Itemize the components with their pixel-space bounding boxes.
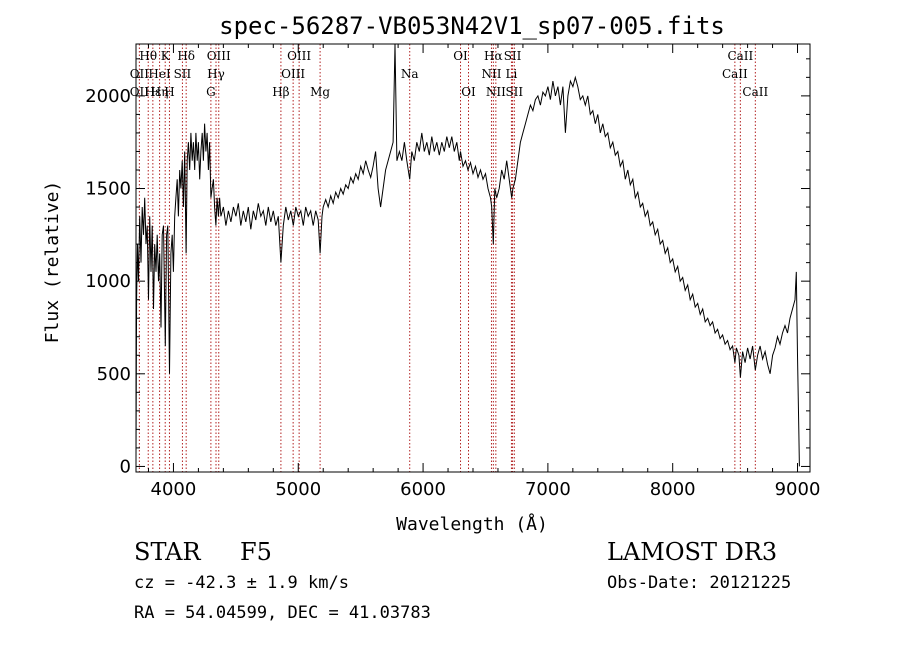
line-label: CaII [727, 49, 753, 63]
x-axis-label: Wavelength (Å) [396, 513, 548, 535]
line-label: OIII [207, 49, 231, 63]
line-label: CaII [742, 85, 768, 99]
line-label: OII [130, 67, 150, 81]
line-label: H [164, 85, 174, 99]
line-label: OI [461, 85, 476, 99]
line-label: Na [401, 67, 419, 81]
line-label: Hα [484, 49, 503, 63]
survey-name: LAMOST DR3 [607, 538, 778, 566]
obs-date: Obs-Date: 20121225 [607, 573, 792, 593]
coordinates: RA = 54.04599, DEC = 41.03783 [134, 603, 431, 623]
y-tick-label: 1500 [85, 179, 131, 200]
x-tick-label: 9000 [775, 479, 821, 500]
spectrum-line [135, 43, 800, 467]
x-axis: 4000 5000 6000 7000 8000 9000 [147, 44, 821, 500]
y-tick-label: 500 [97, 364, 131, 385]
x-tick-label: 5000 [275, 479, 321, 500]
chart-title: spec-56287-VB053N42V1_sp07-005.fits [219, 12, 725, 40]
line-label: HeI [148, 67, 171, 81]
line-label: Hε [145, 85, 162, 99]
x-tick-label: 6000 [400, 479, 446, 500]
y-axis-label: Flux (relative) [42, 181, 63, 344]
line-label: OIII [281, 67, 305, 81]
line-markers [138, 44, 756, 472]
line-label: Hη [151, 85, 169, 99]
object-subclass: F5 [240, 538, 272, 566]
line-label: NII [486, 85, 506, 99]
line-label: Hγ [207, 67, 225, 81]
line-label: OI [453, 49, 468, 63]
line-label: CaII [722, 67, 748, 81]
y-tick-label: 0 [120, 456, 131, 477]
x-tick-label: 8000 [650, 479, 696, 500]
line-label: SII [504, 49, 522, 63]
redshift-cz: cz = -42.3 ± 1.9 km/s [134, 573, 349, 593]
y-tick-label: 2000 [85, 86, 131, 107]
line-label: K [161, 49, 171, 63]
x-tick-label: 4000 [151, 479, 197, 500]
plot-frame [135, 43, 811, 473]
line-label: NII [481, 67, 501, 81]
y-axis: 0 500 1000 1500 2000 [85, 58, 810, 477]
line-label: Hθ [139, 49, 157, 63]
line-label: OIII [287, 49, 311, 63]
line-label: Li [506, 67, 518, 81]
line-label: Mg [310, 85, 330, 99]
line-label: SII [505, 85, 523, 99]
y-tick-label: 1000 [85, 271, 131, 292]
line-label: Hδ [177, 49, 195, 63]
object-class: STAR [134, 538, 201, 566]
x-tick-label: 7000 [525, 479, 571, 500]
line-label: SII [174, 67, 192, 81]
line-label: Hβ [272, 85, 289, 99]
line-label: G [206, 85, 216, 99]
